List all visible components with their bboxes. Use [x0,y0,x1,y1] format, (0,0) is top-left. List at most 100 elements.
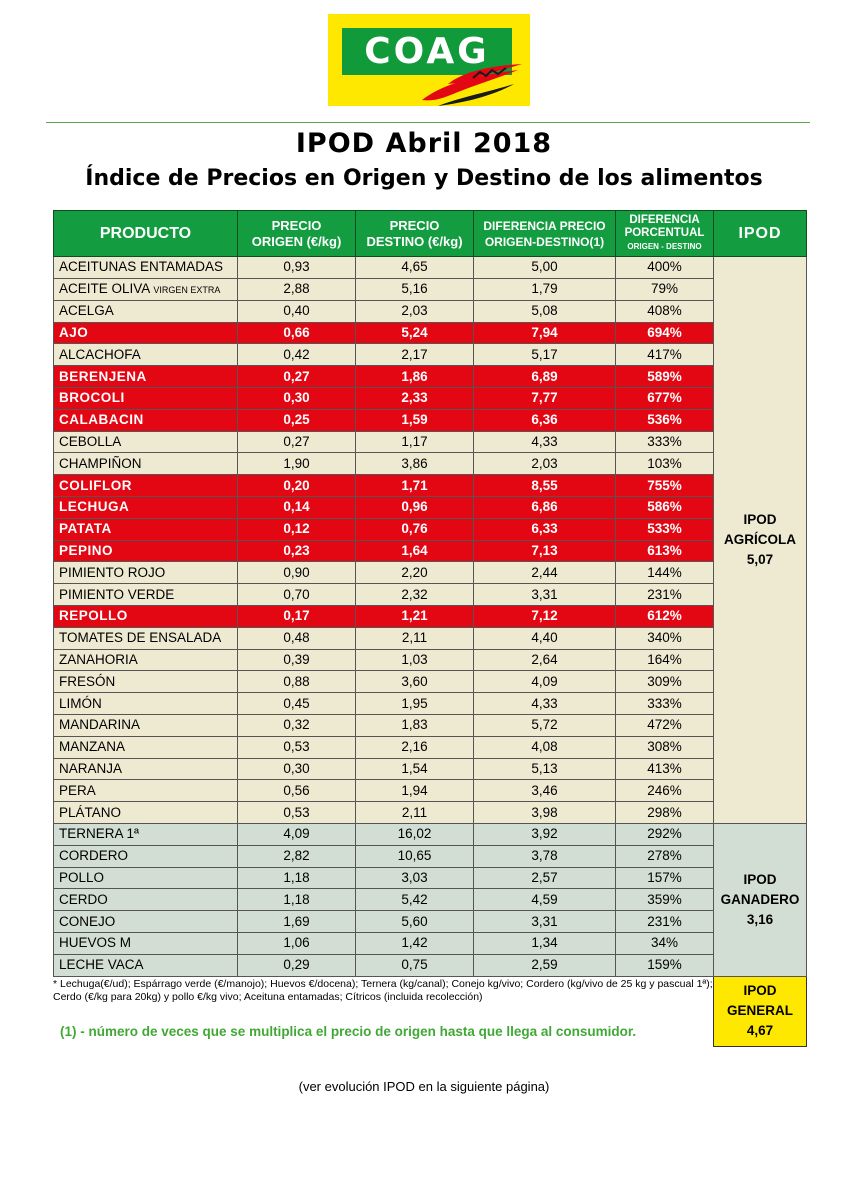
producto-name: ZANAHORIA [59,651,138,667]
cell-porcentual: 536% [615,408,714,432]
cell-destino: 2,03 [355,299,474,323]
cell-diferencia: 3,46 [473,779,616,803]
cell-porcentual: 340% [615,626,714,650]
header-diferencia-line2: ORIGEN-DESTINO(1) [484,234,605,249]
ipod-agricola-line2: AGRÍCOLA [724,531,796,547]
cell-destino: 10,65 [355,844,474,868]
cell-diferencia: 5,00 [473,256,616,279]
cell-diferencia: 4,59 [473,888,616,912]
cell-origen: 0,12 [237,517,356,541]
cell-producto: AJO [53,321,238,345]
cell-diferencia: 7,12 [473,604,616,628]
cell-origen: 0,42 [237,343,356,367]
cell-origen: 0,17 [237,604,356,628]
cell-diferencia: 2,64 [473,648,616,672]
cell-porcentual: 298% [615,801,714,824]
ipod-agricola-line1: IPOD [743,511,777,527]
cell-origen: 0,88 [237,670,356,694]
cell-porcentual: 333% [615,430,714,454]
cell-origen: 1,18 [237,888,356,912]
footnote: * Lechuga(€/ud); Espárrago verde (€/mano… [53,978,713,1003]
cell-porcentual: 400% [615,256,714,279]
cell-porcentual: 159% [615,953,714,977]
producto-name: BROCOLI [59,390,125,406]
header-precio-destino-line1: PRECIO [389,217,440,233]
table-row: COLIFLOR 0,20 1,71 8,55 755% [53,474,807,497]
cell-destino: 16,02 [355,822,474,846]
cell-destino: 4,65 [355,256,474,279]
producto-name: CONEJO [59,913,116,929]
table-row: MANZANA 0,53 2,16 4,08 308% [53,735,807,759]
cell-porcentual: 413% [615,757,714,781]
producto-name: AJO [59,324,89,340]
cell-porcentual: 164% [615,648,714,672]
cell-producto: COLIFLOR [53,474,238,497]
cell-origen: 0,30 [237,757,356,781]
table-row: ACEITE OLIVA VIRGEN EXTRA 2,88 5,16 1,79 79% [53,277,807,301]
table-row: PATATA 0,12 0,76 6,33 533% [53,517,807,541]
cell-porcentual: 309% [615,670,714,694]
cell-producto: CHAMPIÑON [53,452,238,476]
cell-origen: 0,40 [237,299,356,323]
cell-destino: 0,96 [355,495,474,519]
cell-destino: 1,64 [355,539,474,563]
cell-porcentual: 144% [615,561,714,585]
ipod-ganadero-line1: IPOD [743,871,777,887]
cell-porcentual: 103% [615,452,714,476]
producto-name: MANDARINA [59,717,141,733]
cell-diferencia: 4,40 [473,626,616,650]
table-row: REPOLLO 0,17 1,21 7,12 612% [53,604,807,628]
producto-name: CORDERO [59,848,129,864]
cell-porcentual: 292% [615,822,714,846]
cell-diferencia: 2,59 [473,953,616,977]
cell-producto: HUEVOS M [53,931,238,955]
cell-producto: TOMATES DE ENSALADA [53,626,238,650]
producto-name: LIMÓN [59,695,102,711]
ipod-ganadero-cell: IPOD GANADERO 3,16 [713,822,807,977]
producto-name: FRESÓN [59,673,116,689]
ipod-ganadero-line2: GANADERO [720,891,800,907]
cell-destino: 1,54 [355,757,474,781]
cell-destino: 3,86 [355,452,474,476]
cell-porcentual: 231% [615,910,714,933]
page-title: IPOD Abril 2018 [295,128,553,159]
cell-producto: FRESÓN [53,670,238,694]
cell-diferencia: 8,55 [473,474,616,497]
table-row: CONEJO 1,69 5,60 3,31 231% [53,910,807,933]
cell-porcentual: 694% [615,321,714,345]
cell-diferencia: 5,72 [473,713,616,737]
table-row: BROCOLI 0,30 2,33 7,77 677% [53,386,807,410]
ipod-agricola-cell: IPOD AGRÍCOLA 5,07 [713,256,807,824]
cell-producto: LECHUGA [53,495,238,519]
cell-porcentual: 408% [615,299,714,323]
cell-porcentual: 308% [615,735,714,759]
cell-destino: 3,60 [355,670,474,694]
cell-producto: CORDERO [53,844,238,868]
table-row: PERA 0,56 1,94 3,46 246% [53,779,807,803]
producto-name: POLLO [59,869,105,885]
producto-name: LECHE VACA [59,957,144,973]
cell-origen: 0,23 [237,539,356,563]
cell-diferencia: 4,33 [473,430,616,454]
cell-porcentual: 589% [615,365,714,388]
blank-cell [53,976,714,1047]
table-row: NARANJA 0,30 1,54 5,13 413% [53,757,807,781]
cell-porcentual: 359% [615,888,714,912]
cell-producto: MANDARINA [53,713,238,737]
cell-producto: LIMÓN [53,692,238,715]
ipod-general-line1: IPOD [743,983,777,999]
cell-diferencia: 7,94 [473,321,616,345]
ipod-general-cell: IPOD GENERAL 4,67 [713,975,807,1047]
cell-destino: 1,86 [355,365,474,388]
cell-destino: 1,95 [355,692,474,715]
cell-porcentual: 755% [615,474,714,497]
cell-diferencia: 4,33 [473,692,616,715]
cell-destino: 1,21 [355,604,474,628]
cell-origen: 1,90 [237,452,356,476]
cell-producto: CERDO [53,888,238,912]
cell-diferencia: 2,03 [473,452,616,476]
producto-name: REPOLLO [59,608,128,624]
cell-porcentual: 79% [615,277,714,301]
logo-green-box: COAG [342,28,512,75]
cell-diferencia: 6,33 [473,517,616,541]
